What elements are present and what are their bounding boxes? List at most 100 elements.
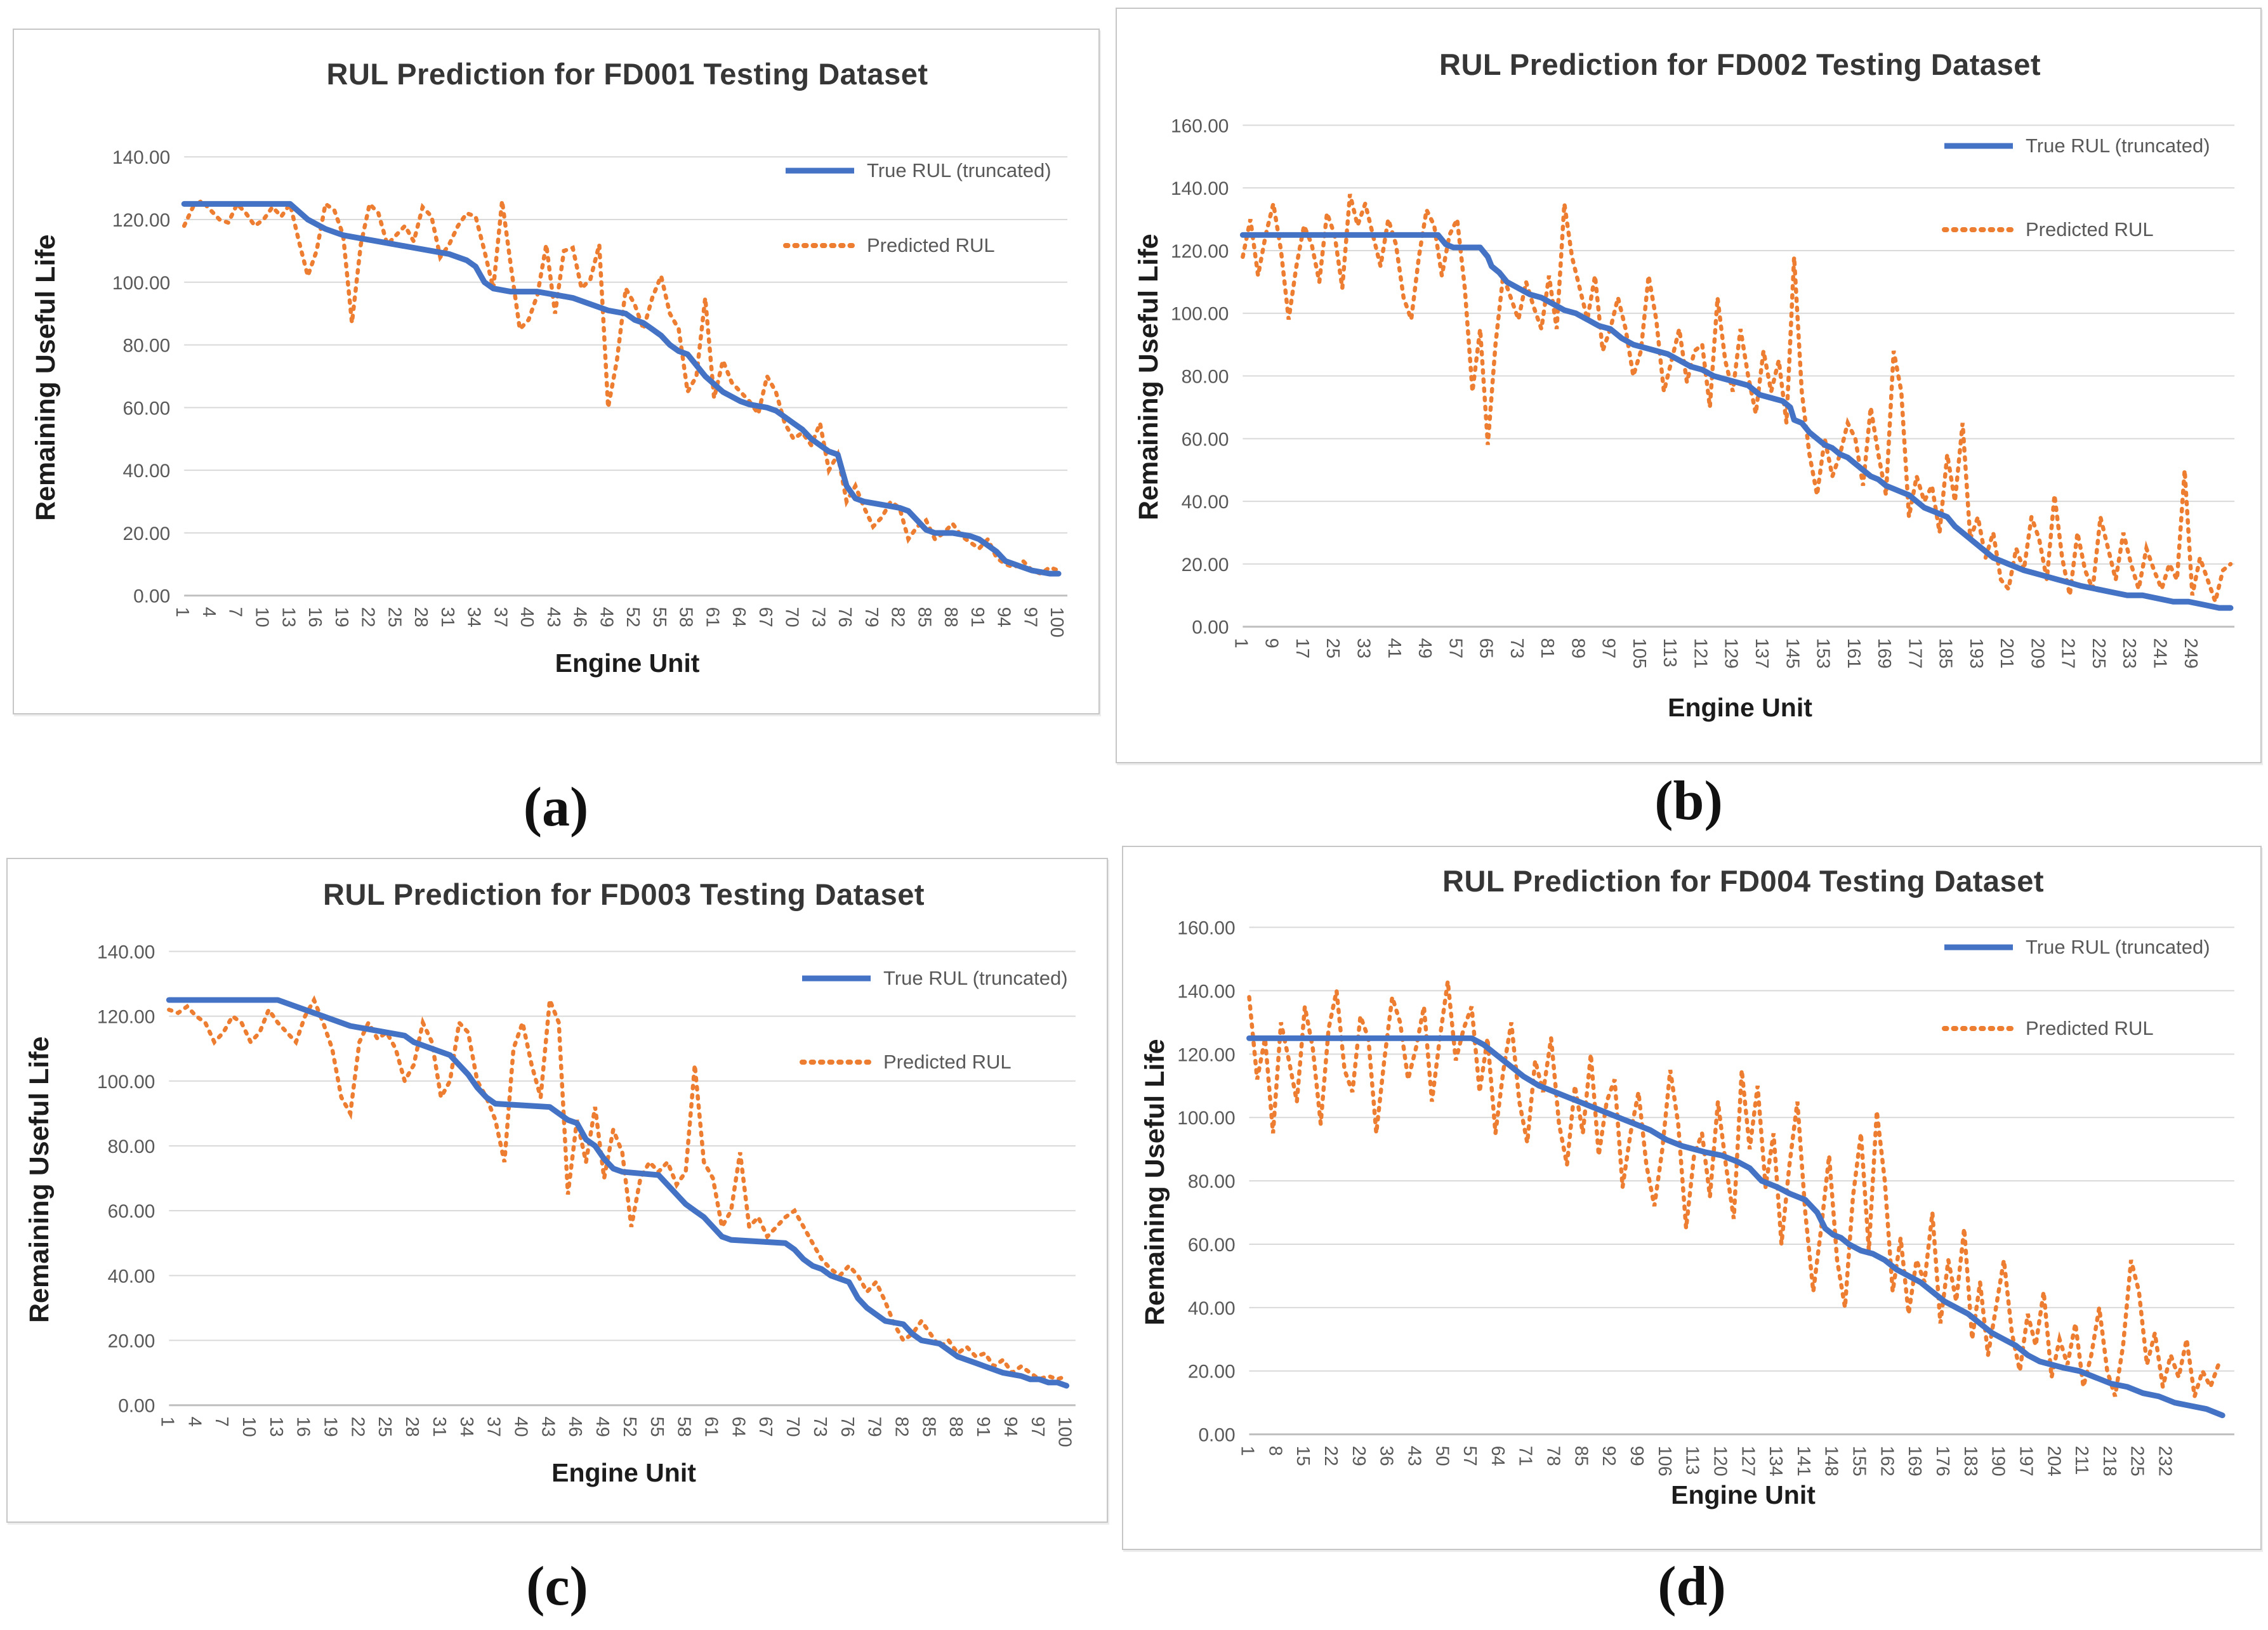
x-tick-labels: 1 4 7 10 13 16 19 22 25 28 31 34 37 40 43 46 49 52 55 58 61 6…: [172, 607, 1067, 638]
svg-text:169: 169: [1874, 638, 1894, 669]
svg-text:183: 183: [1960, 1446, 1981, 1476]
svg-text:89: 89: [1567, 638, 1588, 659]
svg-text:85: 85: [914, 607, 934, 628]
svg-text:13: 13: [266, 1417, 286, 1437]
svg-text:40.00: 40.00: [1182, 492, 1229, 513]
svg-text:46: 46: [565, 1417, 585, 1437]
panel-sublabel-d: (d): [1658, 1556, 1726, 1617]
svg-text:43: 43: [1404, 1446, 1424, 1466]
svg-text:140.00: 140.00: [97, 942, 155, 963]
legend-solid-line-icon: [802, 975, 871, 982]
legend-label-true-rul: True RUL (truncated): [883, 967, 1068, 989]
svg-text:71: 71: [1515, 1446, 1536, 1466]
svg-text:28: 28: [402, 1417, 422, 1437]
svg-text:55: 55: [647, 1417, 667, 1437]
legend-dotted-line-icon: [1942, 1026, 2015, 1031]
chart-panel-c: RUL Prediction for FD003 Testing Dataset…: [6, 858, 1108, 1523]
predicted-rul-series: [1247, 980, 2221, 1397]
svg-text:50: 50: [1432, 1446, 1452, 1466]
legend-item-true-rul: True RUL (truncated): [783, 159, 1052, 182]
svg-text:67: 67: [755, 607, 775, 628]
svg-text:100.00: 100.00: [97, 1072, 155, 1093]
svg-text:52: 52: [619, 1417, 640, 1437]
svg-text:73: 73: [810, 1417, 830, 1437]
svg-text:113: 113: [1682, 1446, 1703, 1475]
svg-text:78: 78: [1543, 1446, 1564, 1466]
svg-text:91: 91: [967, 607, 987, 628]
svg-text:140.00: 140.00: [1171, 178, 1229, 199]
svg-text:79: 79: [864, 1417, 885, 1437]
svg-text:201: 201: [1996, 638, 2017, 669]
svg-text:61: 61: [702, 607, 722, 628]
svg-text:99: 99: [1626, 1446, 1647, 1466]
svg-text:106: 106: [1654, 1446, 1675, 1476]
svg-text:49: 49: [592, 1417, 612, 1437]
legend-item-predicted-rul: Predicted RUL: [1942, 1017, 2154, 1040]
svg-text:70: 70: [782, 1417, 803, 1437]
svg-text:20.00: 20.00: [122, 523, 170, 544]
svg-text:85: 85: [1571, 1446, 1591, 1466]
legend-item-predicted-rul: Predicted RUL: [783, 234, 995, 257]
svg-text:60.00: 60.00: [108, 1201, 155, 1222]
svg-text:162: 162: [1876, 1446, 1897, 1476]
svg-text:34: 34: [464, 607, 484, 628]
legend-solid-line-icon: [1944, 143, 2013, 149]
svg-text:73: 73: [808, 607, 828, 628]
svg-text:16: 16: [293, 1417, 313, 1437]
svg-text:37: 37: [484, 1417, 504, 1437]
svg-text:64: 64: [1487, 1446, 1508, 1466]
svg-text:82: 82: [891, 1417, 911, 1437]
svg-text:19: 19: [331, 607, 352, 628]
svg-text:40.00: 40.00: [122, 461, 170, 482]
svg-text:217: 217: [2058, 638, 2078, 669]
svg-text:20.00: 20.00: [1188, 1362, 1236, 1383]
svg-text:120.00: 120.00: [112, 210, 170, 231]
svg-text:16: 16: [305, 607, 325, 628]
svg-text:64: 64: [728, 1417, 748, 1437]
svg-text:81: 81: [1537, 638, 1557, 659]
chart-panel-d: RUL Prediction for FD004 Testing Dataset…: [1122, 846, 2262, 1550]
svg-text:31: 31: [437, 607, 458, 628]
legend-item-true-rul: True RUL (truncated): [800, 967, 1068, 990]
svg-text:169: 169: [1904, 1446, 1925, 1476]
svg-text:148: 148: [1821, 1446, 1842, 1476]
svg-text:1: 1: [172, 607, 192, 617]
legend-label-true-rul: True RUL (truncated): [867, 159, 1052, 181]
svg-text:13: 13: [278, 607, 298, 628]
svg-text:0.00: 0.00: [133, 586, 170, 607]
chart-title: RUL Prediction for FD002 Testing Dataset: [1439, 48, 2041, 81]
plot-area: 0.00 20.00 40.00 60.00 80.00 100.00 120.00 140.…: [1171, 115, 2235, 669]
svg-text:25: 25: [374, 1417, 395, 1437]
svg-text:49: 49: [1414, 638, 1435, 659]
svg-text:100: 100: [1046, 607, 1067, 638]
svg-text:76: 76: [834, 607, 855, 628]
legend-item-true-rul: True RUL (truncated): [1942, 936, 2210, 959]
svg-text:79: 79: [861, 607, 881, 628]
plot-area: 0.00 20.00 40.00 60.00 80.00 100.00 120.00 140.…: [1177, 918, 2234, 1476]
svg-text:105: 105: [1629, 638, 1649, 669]
y-tick-labels: 0.00 20.00 40.00 60.00 80.00 100.00 120.00 140.…: [1177, 918, 1235, 1446]
svg-text:15: 15: [1293, 1446, 1313, 1466]
svg-text:34: 34: [456, 1417, 477, 1437]
svg-text:127: 127: [1737, 1446, 1758, 1476]
legend-dotted-line-icon: [1942, 227, 2015, 232]
svg-text:161: 161: [1843, 638, 1864, 669]
panel-sublabel-c: (c): [526, 1556, 588, 1617]
svg-text:40: 40: [511, 1417, 531, 1437]
chart-panel-b: RUL Prediction for FD002 Testing Dataset…: [1116, 8, 2262, 763]
svg-text:52: 52: [623, 607, 643, 628]
svg-text:40.00: 40.00: [108, 1266, 155, 1287]
svg-text:249: 249: [2180, 638, 2201, 669]
legend-label-predicted-rul: Predicted RUL: [2026, 218, 2154, 240]
x-tick-labels: 1 8 15 22 29 36 43 50 57 64 71 78 85 92 99 106 113 120 127…: [1237, 1446, 2175, 1476]
svg-text:22: 22: [1321, 1446, 1341, 1466]
true-rul-series: [181, 200, 1062, 577]
svg-text:185: 185: [1935, 638, 1956, 669]
svg-text:43: 43: [537, 1417, 558, 1437]
svg-text:88: 88: [940, 607, 961, 628]
predicted-rul-series: [1241, 194, 2233, 609]
svg-text:97: 97: [1027, 1417, 1048, 1437]
svg-text:145: 145: [1782, 638, 1802, 669]
svg-text:129: 129: [1721, 638, 1741, 669]
svg-text:204: 204: [2043, 1446, 2064, 1476]
